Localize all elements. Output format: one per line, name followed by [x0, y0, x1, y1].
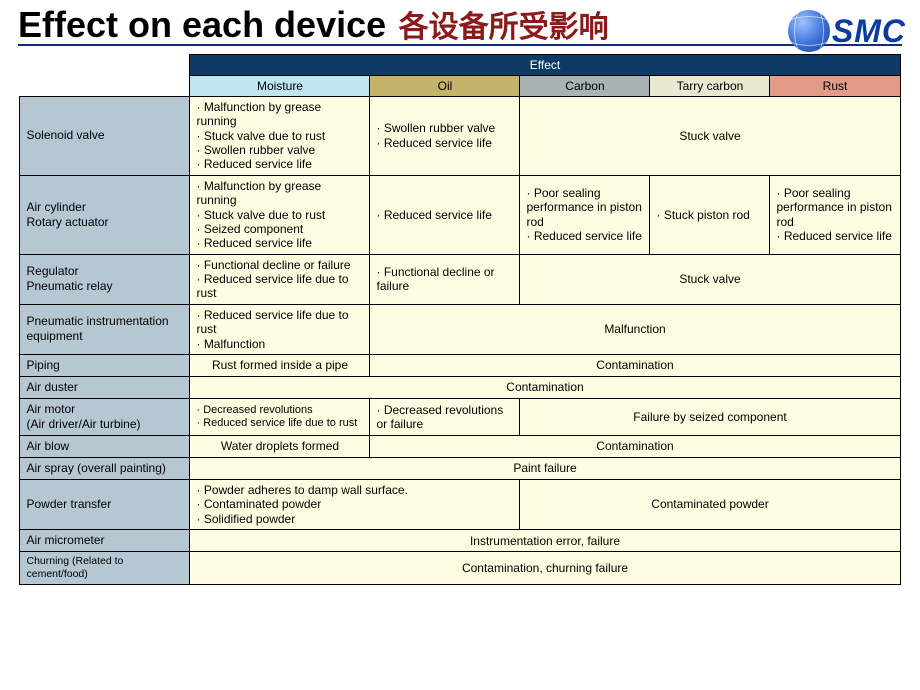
row-blow: Air blow Water droplets formed Contamina…: [20, 436, 900, 458]
col-carbon: Carbon: [520, 75, 650, 96]
cell: · Decreased revolutions· Reduced service…: [190, 399, 370, 436]
device-label: Powder transfer: [20, 480, 190, 530]
cell: Failure by seized component: [520, 399, 900, 436]
effect-header: Effect: [190, 54, 900, 75]
device-label: Air micrometer: [20, 530, 190, 552]
row-piping: Piping Rust formed inside a pipe Contami…: [20, 355, 900, 377]
device-label: Air motor(Air driver/Air turbine): [20, 399, 190, 436]
device-label: Churning (Related to cement/food): [20, 552, 190, 585]
header-row-1: Effect: [20, 54, 900, 75]
cell: · Functional decline or failure: [370, 254, 520, 304]
row-spray: Air spray (overall painting) Paint failu…: [20, 458, 900, 480]
corner-blank: [20, 54, 190, 96]
device-label: Pneumatic instrumentation equipment: [20, 304, 190, 354]
col-moisture: Moisture: [190, 75, 370, 96]
cell: Water droplets formed: [190, 436, 370, 458]
title-en: Effect on each device: [18, 4, 386, 45]
cell: · Malfunction by grease running· Stuck v…: [190, 175, 370, 254]
col-tarry: Tarry carbon: [650, 75, 770, 96]
effect-table: Effect Moisture Oil Carbon Tarry carbon …: [19, 54, 900, 586]
row-duster: Air duster Contamination: [20, 377, 900, 399]
row-micrometer: Air micrometer Instrumentation error, fa…: [20, 530, 900, 552]
slide: SMC Effect on each device 各设备所受影响 Effect…: [0, 0, 920, 595]
device-label: RegulatorPneumatic relay: [20, 254, 190, 304]
col-rust: Rust: [770, 75, 900, 96]
cell: · Poor sealing performance in piston rod…: [520, 175, 650, 254]
cell: Malfunction: [370, 304, 900, 354]
cell: · Functional decline or failure· Reduced…: [190, 254, 370, 304]
cell: · Powder adheres to damp wall surface.· …: [190, 480, 520, 530]
row-regulator: RegulatorPneumatic relay · Functional de…: [20, 254, 900, 304]
cell: · Reduced service life: [370, 175, 520, 254]
row-cylinder: Air cylinderRotary actuator · Malfunctio…: [20, 175, 900, 254]
device-label: Air cylinderRotary actuator: [20, 175, 190, 254]
cell: · Malfunction by grease running· Stuck v…: [190, 96, 370, 175]
device-label: Air spray (overall painting): [20, 458, 190, 480]
cell: Instrumentation error, failure: [190, 530, 900, 552]
device-label: Air duster: [20, 377, 190, 399]
cell: Rust formed inside a pipe: [190, 355, 370, 377]
row-powder: Powder transfer · Powder adheres to damp…: [20, 480, 900, 530]
cell: Contamination, churning failure: [190, 552, 900, 585]
cell: Contamination: [190, 377, 900, 399]
col-oil: Oil: [370, 75, 520, 96]
cell: Contamination: [370, 436, 900, 458]
device-label: Air blow: [20, 436, 190, 458]
row-motor: Air motor(Air driver/Air turbine) · Decr…: [20, 399, 900, 436]
cell: · Stuck piston rod: [650, 175, 770, 254]
cell: · Decreased revolutions or failure: [370, 399, 520, 436]
title-block: Effect on each device 各设备所受影响: [18, 6, 902, 44]
cell: · Reduced service life due to rust· Malf…: [190, 304, 370, 354]
device-label: Solenoid valve: [20, 96, 190, 175]
cell: Stuck valve: [520, 254, 900, 304]
cell: Paint failure: [190, 458, 900, 480]
cell: Contaminated powder: [520, 480, 900, 530]
row-churning: Churning (Related to cement/food) Contam…: [20, 552, 900, 585]
cell: · Poor sealing performance in piston rod…: [770, 175, 900, 254]
title-cn: 各设备所受影响: [399, 11, 609, 44]
row-instrumentation: Pneumatic instrumentation equipment · Re…: [20, 304, 900, 354]
cell: · Swollen rubber valve· Reduced service …: [370, 96, 520, 175]
cell: Stuck valve: [520, 96, 900, 175]
cell: Contamination: [370, 355, 900, 377]
device-label: Piping: [20, 355, 190, 377]
row-solenoid: Solenoid valve · Malfunction by grease r…: [20, 96, 900, 175]
